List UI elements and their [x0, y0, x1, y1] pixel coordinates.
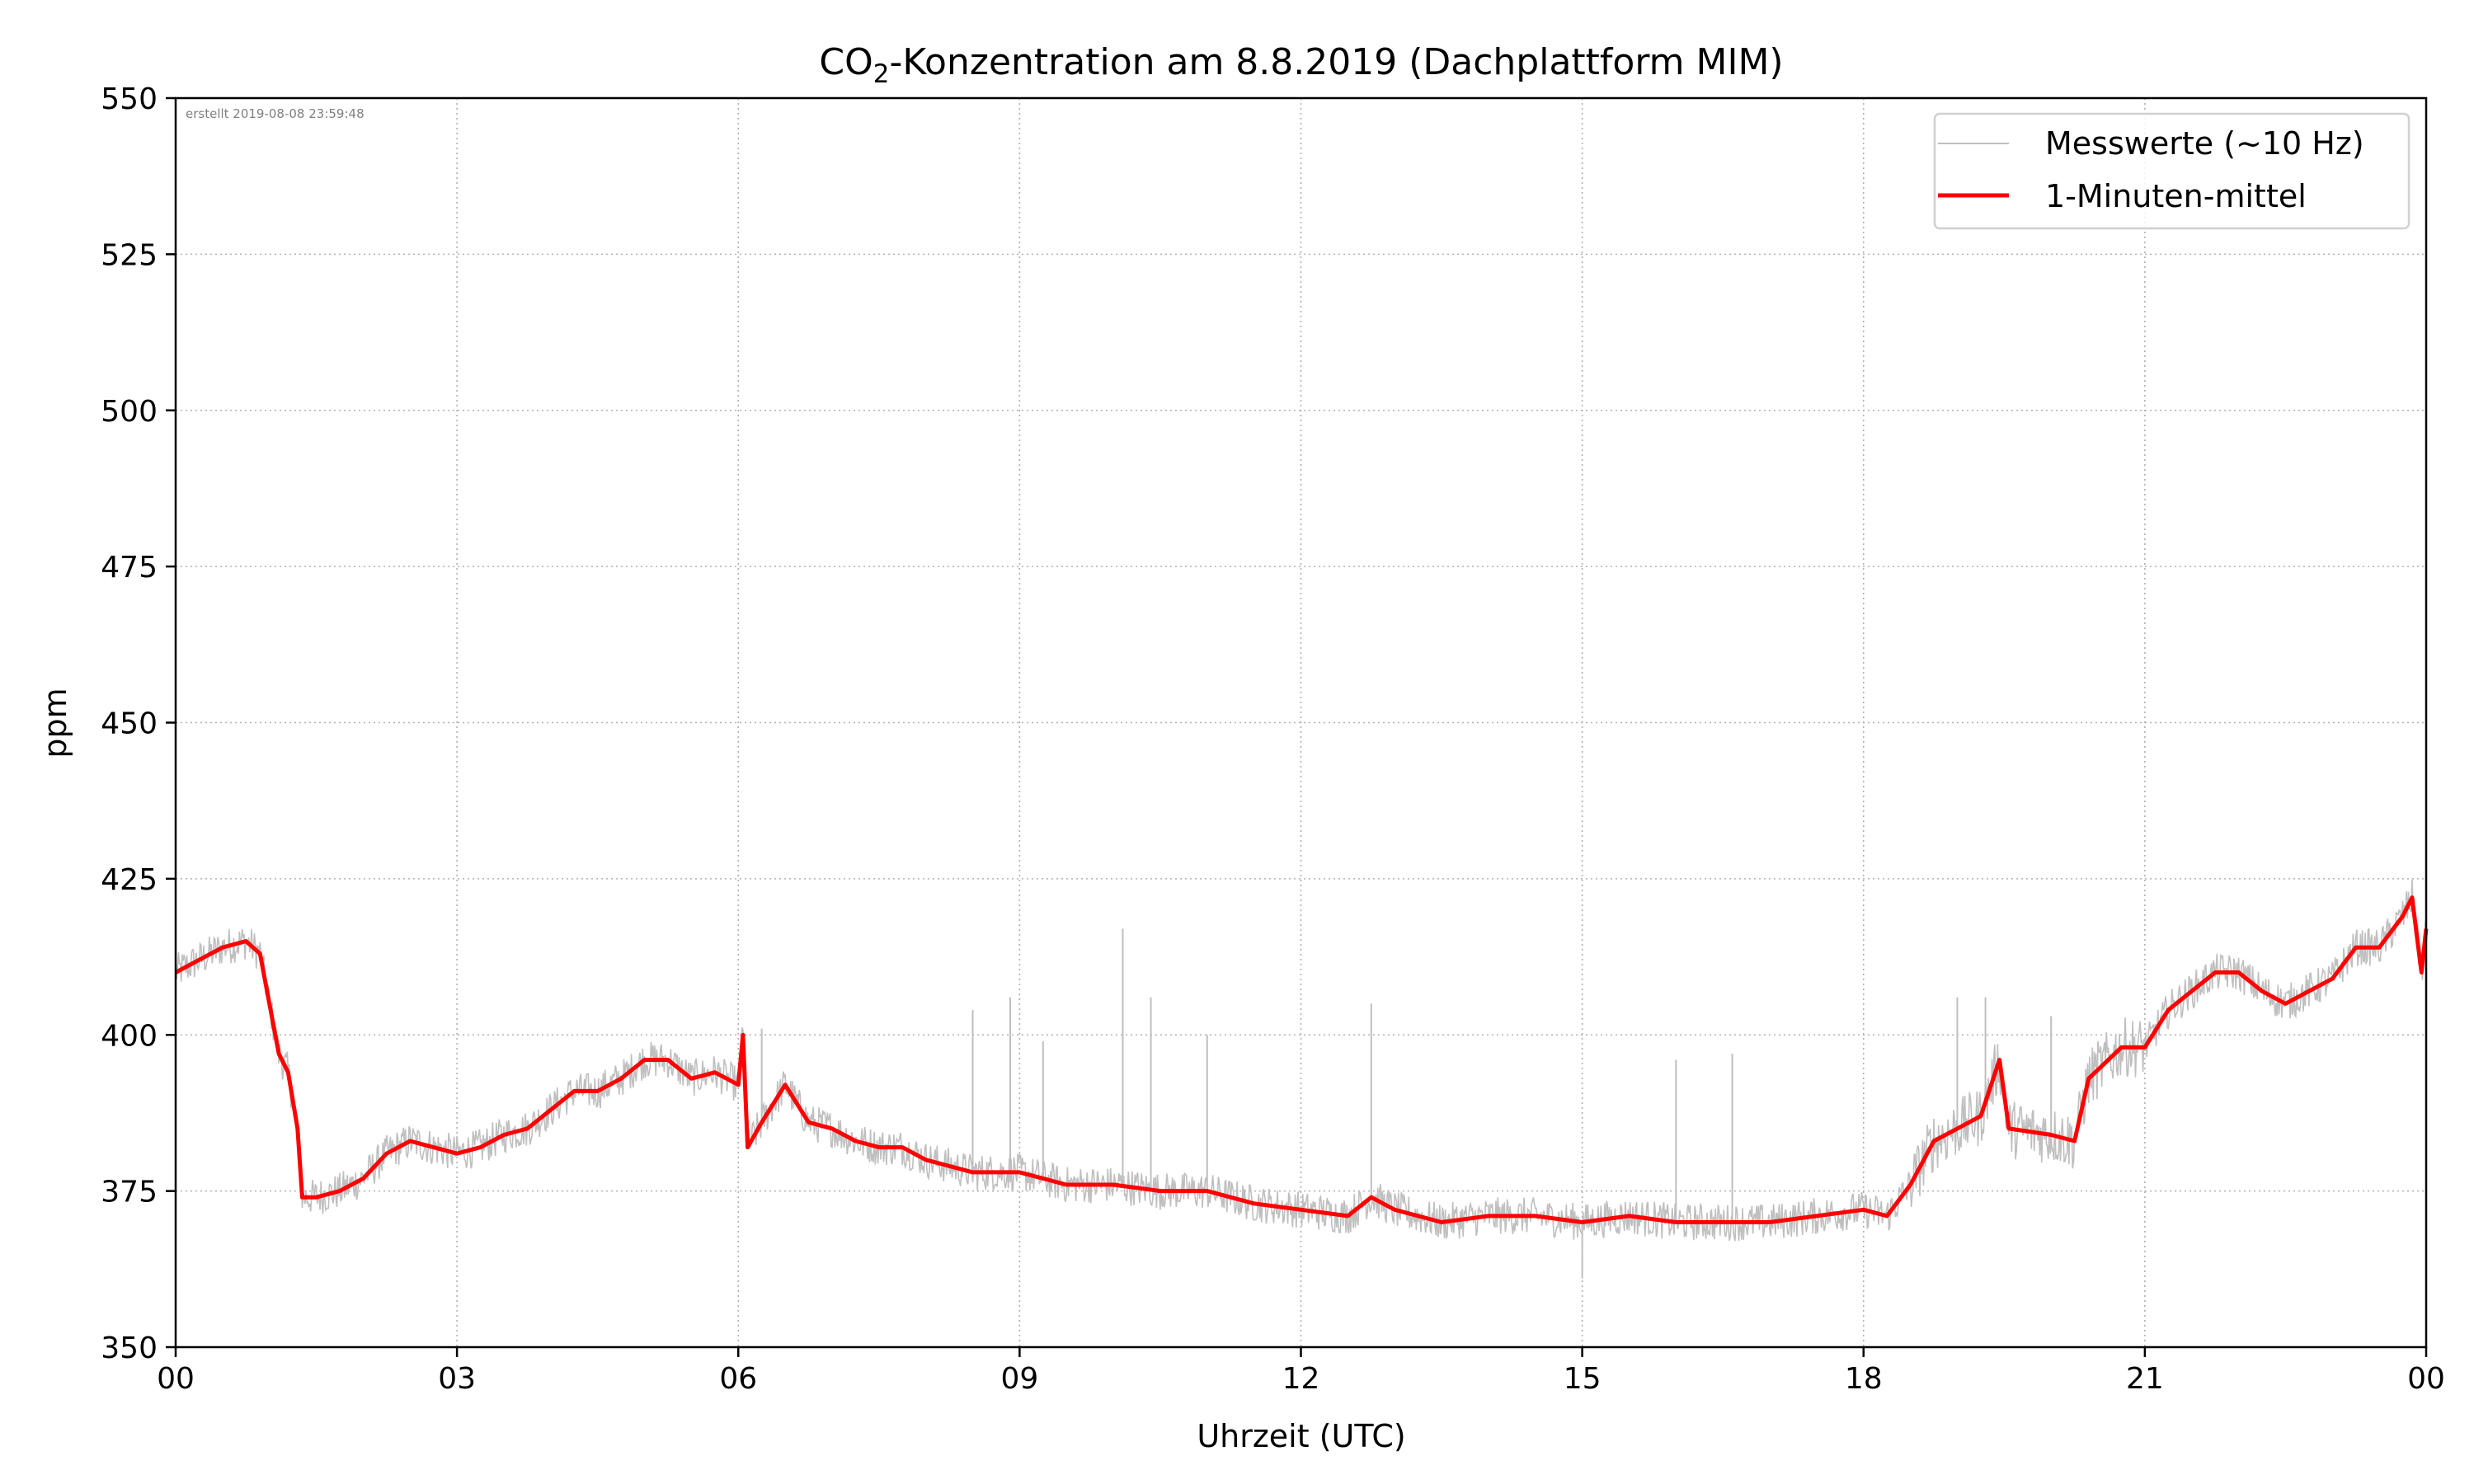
x-tick-label: 15 — [1564, 1362, 1602, 1396]
x-tick-label: 21 — [2126, 1362, 2164, 1396]
legend: Messwerte (~10 Hz) 1-Minuten-mittel — [1933, 112, 2411, 230]
x-tick-label: 00 — [2407, 1362, 2445, 1396]
y-tick-label: 450 — [101, 707, 158, 741]
axis-ticks: 00 03 06 09 12 15 18 21 003503754004254504755005… — [101, 82, 2445, 1396]
y-axis-label: ppm — [37, 688, 73, 758]
x-tick-label: 12 — [1282, 1362, 1320, 1396]
legend-mean-label: 1-Minuten-mittel — [2045, 178, 2307, 214]
y-tick-label: 550 — [101, 82, 158, 116]
x-tick-label: 00 — [157, 1362, 195, 1396]
mean-series-line — [174, 895, 2429, 1224]
x-axis-label: Uhrzeit (UTC) — [1197, 1418, 1405, 1454]
y-tick-label: 400 — [101, 1019, 158, 1053]
x-tick-label: 03 — [438, 1362, 476, 1396]
y-tick-label: 375 — [101, 1176, 158, 1209]
y-tick-label: 425 — [101, 863, 158, 897]
y-tick-label: 525 — [101, 238, 158, 272]
y-tick-label: 475 — [101, 551, 158, 585]
legend-box — [1933, 112, 2411, 230]
y-tick-label: 350 — [101, 1331, 158, 1365]
chart-title: CO2-Konzentration am 8.8.2019 (Dachplatt… — [819, 41, 1783, 89]
x-tick-label: 09 — [1000, 1362, 1038, 1396]
x-tick-label: 18 — [1845, 1362, 1883, 1396]
x-tick-label: 06 — [719, 1362, 757, 1396]
grid-lines — [175, 97, 2427, 1348]
created-annotation: erstellt 2019-08-08 23:59:48 — [186, 106, 365, 121]
legend-raw-label: Messwerte (~10 Hz) — [2045, 125, 2364, 162]
y-tick-label: 500 — [101, 395, 158, 429]
